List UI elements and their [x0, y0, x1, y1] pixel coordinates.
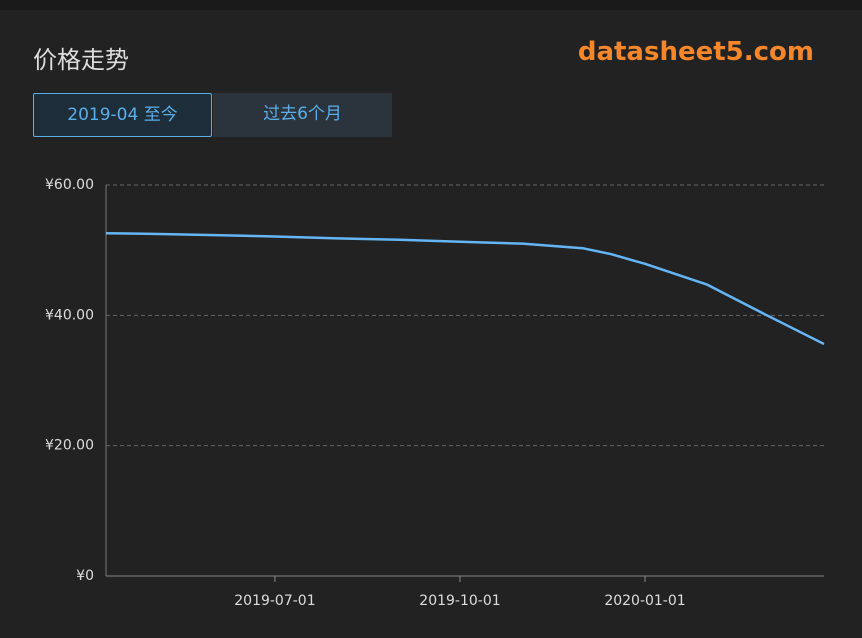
- y-tick-label: ¥40.00: [45, 307, 94, 323]
- range-button[interactable]: 过去6个月: [213, 93, 392, 137]
- x-tick-label: 2019-10-01: [419, 593, 500, 609]
- range-button[interactable]: 2019-04 至今: [33, 93, 212, 137]
- y-tick-label: ¥20.00: [45, 438, 94, 454]
- y-tick-label: ¥0: [76, 568, 94, 584]
- y-tick-label: ¥60.00: [45, 177, 94, 193]
- brand: datasheet5.com: [577, 37, 814, 67]
- top-bar: [0, 0, 862, 10]
- price-line: [105, 231, 825, 346]
- x-tick-label: 2020-01-01: [604, 593, 685, 609]
- x-tick-label: 2019-07-01: [234, 593, 315, 609]
- title: 价格走势: [33, 46, 129, 74]
